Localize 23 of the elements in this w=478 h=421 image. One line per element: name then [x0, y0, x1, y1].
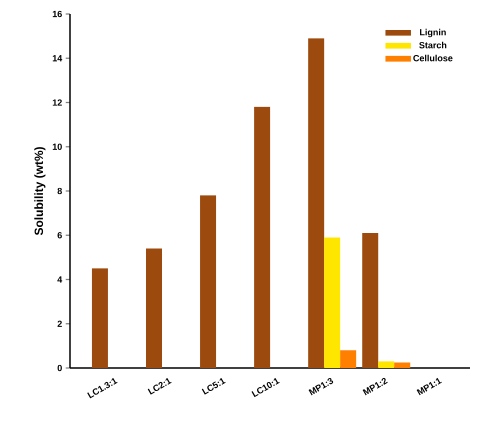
y-tick-label: 8: [58, 188, 62, 194]
bar: [324, 237, 340, 368]
y-tick-label: 14: [52, 55, 62, 62]
y-tick-label: 4: [57, 276, 62, 283]
bar: [146, 248, 162, 368]
legend-label: Cellulose: [413, 54, 453, 62]
bar: [362, 233, 378, 368]
bar: [254, 106, 270, 368]
y-tick-label: 12: [52, 99, 62, 106]
legend-label: Starch: [419, 42, 446, 48]
bar: [340, 350, 356, 368]
y-tick-label: 0: [58, 364, 62, 372]
bar: [378, 361, 394, 368]
y-tick-label: 2: [58, 320, 62, 327]
y-tick-label: 10: [52, 144, 62, 150]
bar: [92, 268, 108, 368]
legend-label: Lignin: [420, 28, 446, 38]
y-axis-title: Solubility (wt%): [34, 147, 46, 236]
y-tick-label: 6: [58, 232, 62, 238]
bar: [394, 362, 410, 368]
bar: [308, 38, 324, 368]
y-tick-label: 16: [52, 10, 62, 18]
bar: [200, 195, 216, 368]
